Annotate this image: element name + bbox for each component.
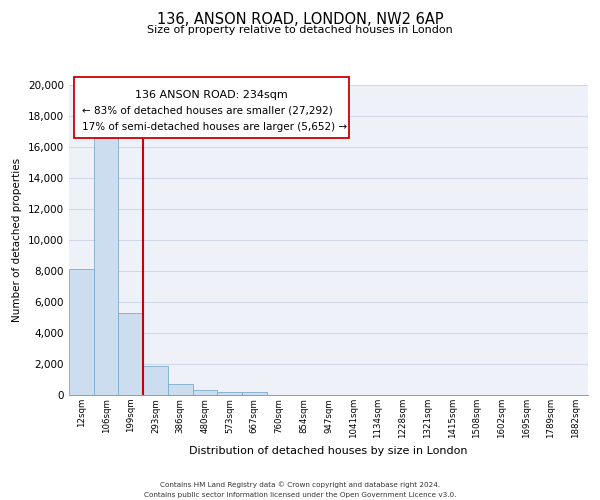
Y-axis label: Number of detached properties: Number of detached properties <box>13 158 22 322</box>
Text: 17% of semi-detached houses are larger (5,652) →: 17% of semi-detached houses are larger (… <box>82 122 347 132</box>
Bar <box>242 392 267 395</box>
X-axis label: Distribution of detached houses by size in London: Distribution of detached houses by size … <box>189 446 468 456</box>
Bar <box>143 366 168 395</box>
Bar <box>118 313 143 395</box>
Text: 136, ANSON ROAD, LONDON, NW2 6AP: 136, ANSON ROAD, LONDON, NW2 6AP <box>157 12 443 28</box>
Bar <box>168 384 193 395</box>
Bar <box>217 392 242 395</box>
FancyBboxPatch shape <box>74 77 349 138</box>
Text: ← 83% of detached houses are smaller (27,292): ← 83% of detached houses are smaller (27… <box>82 105 333 115</box>
Bar <box>94 138 118 395</box>
Bar <box>69 270 94 395</box>
Text: Size of property relative to detached houses in London: Size of property relative to detached ho… <box>147 25 453 35</box>
Text: Contains HM Land Registry data © Crown copyright and database right 2024.
Contai: Contains HM Land Registry data © Crown c… <box>144 482 456 498</box>
Bar <box>193 390 217 395</box>
Text: 136 ANSON ROAD: 234sqm: 136 ANSON ROAD: 234sqm <box>136 90 288 100</box>
